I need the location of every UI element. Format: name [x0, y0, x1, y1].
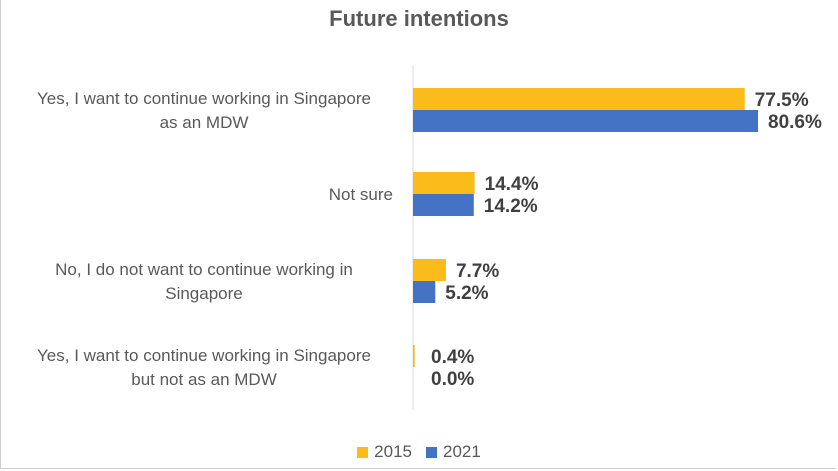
- data-label-2021: 80.6%: [768, 112, 822, 133]
- legend-item-2015: 2015: [357, 442, 412, 462]
- data-label-2015: 77.5%: [755, 90, 809, 111]
- category-label: Not sure: [329, 185, 393, 204]
- bar-chart: Yes, I want to continue working in Singa…: [37, 66, 822, 410]
- data-label-2015: 0.4%: [431, 347, 474, 368]
- category-label: as an MDW: [160, 113, 249, 132]
- chart-title: Future intentions: [329, 6, 509, 31]
- bar-2015: [413, 88, 745, 110]
- category-label: Yes, I want to continue working in Singa…: [37, 346, 371, 365]
- category-label: Yes, I want to continue working in Singa…: [37, 89, 371, 108]
- bar-2015: [413, 172, 475, 194]
- legend-label-2021: 2021: [443, 442, 481, 461]
- data-label-2015: 7.7%: [456, 261, 499, 282]
- category-label: No, I do not want to continue working in: [55, 260, 353, 279]
- legend-label-2015: 2015: [374, 442, 412, 461]
- bar-2021: [413, 110, 758, 132]
- category-label: Singapore: [165, 284, 243, 303]
- legend-item-2021: 2021: [426, 442, 481, 462]
- legend-swatch-2021: [426, 446, 437, 458]
- data-label-2021: 14.2%: [484, 196, 538, 217]
- legend: 2015 2021: [0, 442, 838, 462]
- bar-2015: [413, 345, 415, 367]
- bar-2021: [413, 194, 474, 216]
- data-label-2015: 14.4%: [485, 174, 539, 195]
- legend-swatch-2015: [357, 446, 369, 458]
- bar-2021: [413, 281, 436, 303]
- data-label-2021: 5.2%: [445, 283, 488, 304]
- category-label: but not as an MDW: [131, 370, 277, 389]
- data-label-2021: 0.0%: [431, 369, 474, 390]
- bar-2015: [413, 259, 446, 281]
